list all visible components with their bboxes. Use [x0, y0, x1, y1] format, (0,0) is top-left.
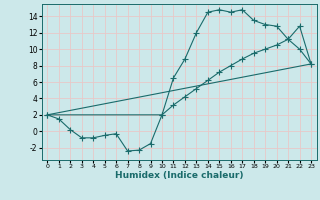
- X-axis label: Humidex (Indice chaleur): Humidex (Indice chaleur): [115, 171, 244, 180]
